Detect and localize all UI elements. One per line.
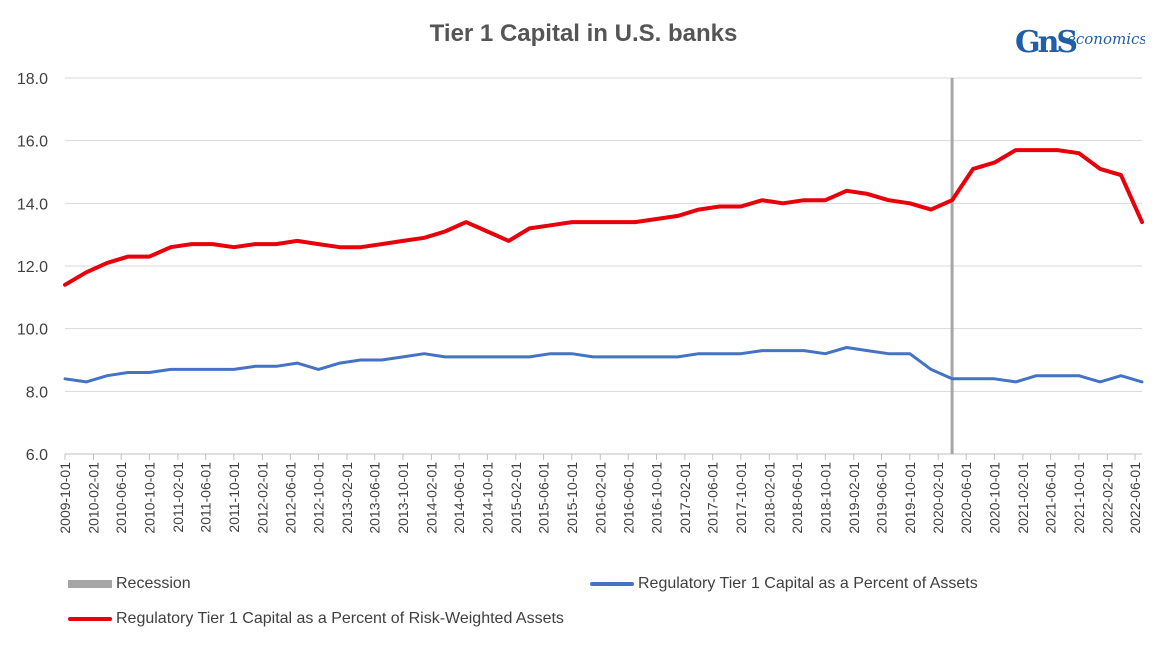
x-tick-label: 2013-10-01 <box>395 462 411 534</box>
legend-assets-label: Regulatory Tier 1 Capital as a Percent o… <box>638 575 978 592</box>
x-tick-label: 2017-02-01 <box>677 462 693 534</box>
y-tick-label: 6.0 <box>26 447 48 464</box>
x-tick-label: 2015-06-01 <box>536 462 552 534</box>
x-tick-label: 2021-06-01 <box>1043 462 1059 534</box>
x-tick-label: 2012-10-01 <box>311 462 327 534</box>
y-tick-label: 8.0 <box>26 384 48 401</box>
x-tick-label: 2018-02-01 <box>761 462 777 534</box>
x-tick-label: 2019-06-01 <box>874 462 890 534</box>
x-tick-label: 2012-02-01 <box>254 462 270 534</box>
series-line-assets <box>63 346 1144 384</box>
y-tick-label: 16.0 <box>17 134 48 151</box>
x-tick-label: 2018-10-01 <box>817 462 833 534</box>
x-tick-label: 2022-02-01 <box>1099 462 1115 534</box>
x-tick-label: 2016-10-01 <box>648 462 664 534</box>
logo-text: economics <box>1067 30 1145 48</box>
x-tick-label: 2014-10-01 <box>479 462 495 534</box>
x-tick-label: 2014-02-01 <box>423 462 439 534</box>
x-tick-label: 2017-06-01 <box>705 462 721 534</box>
chart-title: Tier 1 Capital in U.S. banks <box>429 20 738 47</box>
x-tick-label: 2013-06-01 <box>367 462 383 534</box>
x-tick-label: 2010-02-01 <box>85 462 101 534</box>
y-tick-label: 18.0 <box>17 71 48 88</box>
x-tick-label: 2020-10-01 <box>986 462 1002 534</box>
legend-series-risk-weighted: Regulatory Tier 1 Capital as a Percent o… <box>68 610 564 628</box>
x-tick-label: 2022-06-01 <box>1127 462 1143 534</box>
x-tick-label: 2020-02-01 <box>930 462 946 534</box>
x-tick-label: 2012-06-01 <box>282 462 298 534</box>
series-line-risk-weighted <box>63 148 1144 287</box>
x-tick-label: 2011-06-01 <box>198 462 214 533</box>
x-axis-ticks: 2009-10-01 2010-02-01 2010-06-01 2010-10-01… <box>57 454 1143 534</box>
y-tick-label: 14.0 <box>17 196 48 213</box>
x-tick-label: 2009-10-01 <box>57 462 73 534</box>
x-tick-label: 2017-10-01 <box>733 462 749 534</box>
legend-recession: Recession <box>68 575 191 593</box>
x-tick-label: 2015-02-01 <box>508 462 524 534</box>
legend-risk-weighted-label: Regulatory Tier 1 Capital as a Percent o… <box>116 610 564 627</box>
x-tick-label: 2011-02-01 <box>170 462 186 533</box>
y-tick-label: 10.0 <box>17 322 48 339</box>
x-tick-label: 2010-06-01 <box>113 462 129 534</box>
x-tick-label: 2018-06-01 <box>789 462 805 534</box>
x-tick-label: 2010-10-01 <box>141 462 157 534</box>
x-tick-label: 2016-02-01 <box>592 462 608 534</box>
x-tick-label: 2020-06-01 <box>958 462 974 534</box>
x-tick-label: 2019-10-01 <box>902 462 918 534</box>
series-lines <box>63 148 1144 384</box>
legend-risk-weighted-swatch <box>68 617 112 621</box>
legend-series-assets: Regulatory Tier 1 Capital as a Percent o… <box>590 575 978 593</box>
x-tick-label: 2011-10-01 <box>226 462 242 533</box>
x-tick-label: 2019-02-01 <box>846 462 862 534</box>
logo-mark: GnS <box>1015 25 1076 60</box>
y-gridlines <box>65 77 1142 455</box>
x-tick-label: 2015-10-01 <box>564 462 580 534</box>
legend-recession-label: Recession <box>116 575 191 592</box>
x-tick-label: 2013-02-01 <box>339 462 355 534</box>
x-tick-label: 2021-10-01 <box>1071 462 1087 534</box>
x-tick-label: 2021-02-01 <box>1015 462 1031 534</box>
legend-assets-swatch <box>590 582 634 586</box>
y-axis-ticks: 6.0 8.0 10.0 12.0 14.0 16.0 18.0 <box>17 71 48 464</box>
legend-recession-swatch <box>68 580 112 588</box>
x-tick-label: 2016-06-01 <box>620 462 636 534</box>
gns-economics-logo: GnS economics <box>1015 25 1145 60</box>
y-tick-label: 12.0 <box>17 259 48 276</box>
x-tick-label: 2014-06-01 <box>451 462 467 534</box>
